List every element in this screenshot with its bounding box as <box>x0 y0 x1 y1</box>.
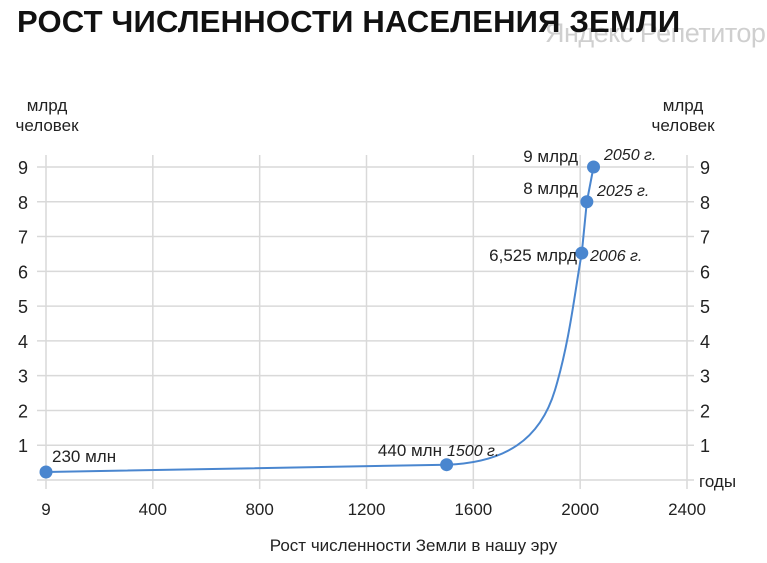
x-tick-label: 2400 <box>668 500 706 519</box>
y-tick-label-right: 7 <box>700 228 710 248</box>
y-tick-label-left: 7 <box>18 228 28 248</box>
y-tick-label-left: 9 <box>18 158 28 178</box>
x-axis-end-label: годы <box>699 472 736 491</box>
y-tick-label-right: 3 <box>700 367 710 387</box>
data-year-label: 2050 г. <box>603 147 656 164</box>
x-tick-label: 2000 <box>561 500 599 519</box>
x-tick-label: 1200 <box>348 500 386 519</box>
x-tick-label: 9 <box>41 500 50 519</box>
population-curve <box>45 166 595 474</box>
chart-title: РОСТ ЧИСЛЕННОСТИ НАСЕЛЕНИЯ ЗЕМЛИ <box>17 4 681 39</box>
right-axis-unit: млрд человек <box>642 96 724 136</box>
y-tick-label-left: 4 <box>18 332 28 352</box>
x-axis-ticks: 9 400 800 1200 1600 2000 2400 <box>41 500 706 519</box>
y-tick-label-right: 2 <box>700 401 710 421</box>
y-tick-label-left: 3 <box>18 367 28 387</box>
x-axis-title: Рост численности Земли в нашу эру <box>269 536 558 555</box>
y-tick-label-right: 5 <box>700 297 710 317</box>
data-year-label: 2025 г. <box>596 183 649 200</box>
grid <box>37 155 694 489</box>
right-axis-unit-line1: млрд <box>662 96 704 115</box>
y-axis-left-ticks: 1 2 3 4 5 6 7 8 9 <box>18 158 28 456</box>
y-tick-label-left: 1 <box>18 436 28 456</box>
left-axis-unit-line1: млрд <box>26 96 68 115</box>
left-axis-unit-line2: человек <box>15 116 79 135</box>
data-value-label: 230 млн <box>52 447 116 466</box>
y-axis-right-ticks: 1 2 3 4 5 6 7 8 9 <box>700 158 710 456</box>
data-point-marker <box>580 195 594 209</box>
x-tick-label: 400 <box>139 500 167 519</box>
data-point-marker <box>575 246 589 260</box>
x-tick-label: 1600 <box>454 500 492 519</box>
data-points <box>39 160 601 479</box>
data-point-marker <box>39 465 53 479</box>
data-value-label: 6,525 млрд <box>489 246 577 265</box>
right-axis-unit-line2: человек <box>651 116 715 135</box>
data-value-label: 9 млрд <box>523 147 578 166</box>
y-tick-label-left: 8 <box>18 193 28 213</box>
left-axis-unit: млрд человек <box>6 96 88 136</box>
y-tick-label-right: 9 <box>700 158 710 178</box>
y-tick-label-right: 6 <box>700 262 710 282</box>
x-tick-label: 800 <box>245 500 273 519</box>
y-tick-label-left: 6 <box>18 262 28 282</box>
data-year-label: 2006 г. <box>589 248 642 265</box>
data-labels: 230 млн 440 млн 1500 г. 6,525 млрд 2006 г. 8 … <box>52 147 656 466</box>
data-value-label: 8 млрд <box>523 179 578 198</box>
watermark: Яндекс Репетитор <box>545 18 766 48</box>
y-tick-label-right: 1 <box>700 436 710 456</box>
y-tick-label-left: 5 <box>18 297 28 317</box>
y-tick-label-right: 4 <box>700 332 710 352</box>
y-tick-label-left: 2 <box>18 401 28 421</box>
data-point-marker <box>587 160 601 174</box>
y-tick-label-right: 8 <box>700 193 710 213</box>
data-point-marker <box>440 458 454 472</box>
data-value-label: 440 млн <box>378 441 442 460</box>
data-year-label: 1500 г. <box>447 443 499 460</box>
